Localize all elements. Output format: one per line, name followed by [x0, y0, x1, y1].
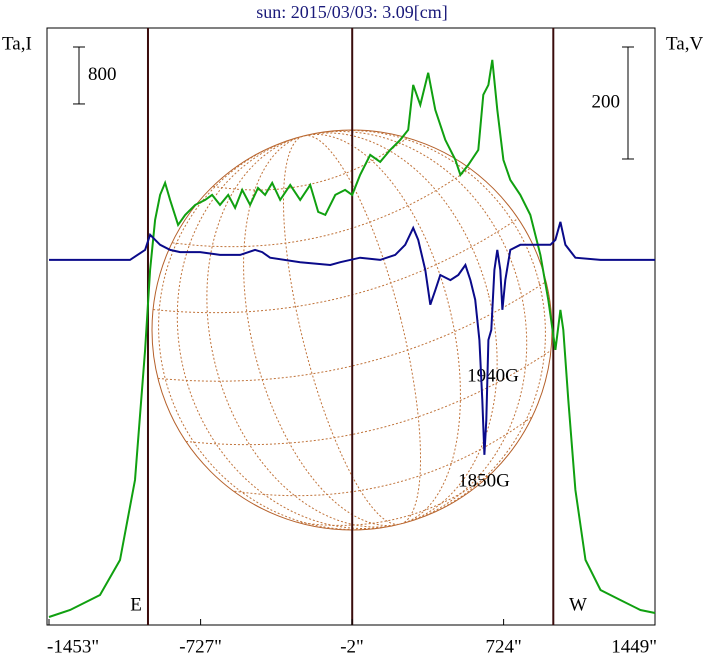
y-axis-label: Ta,I [2, 33, 32, 54]
series-line [49, 221, 655, 455]
plot-frame [46, 27, 656, 626]
x-tick-label: -727" [179, 636, 222, 657]
y2-axis-label: Ta,V [666, 33, 703, 54]
x-tick-label: -1453" [47, 636, 99, 657]
x-tick-label: 1449" [611, 636, 657, 657]
series-line [48, 59, 656, 618]
annotation: 1850G [458, 470, 510, 491]
chart-title: sun: 2015/03/03: 3.09[cm] [256, 2, 448, 22]
scale-bar-label: 800 [88, 64, 117, 85]
limb-label: E [130, 594, 142, 615]
annotation: 1940G [467, 365, 519, 386]
x-tick-label: 724" [485, 636, 521, 657]
x-tick-label: -2" [340, 636, 364, 657]
scale-bar-label: 200 [592, 91, 621, 112]
limb-label: W [569, 594, 587, 615]
